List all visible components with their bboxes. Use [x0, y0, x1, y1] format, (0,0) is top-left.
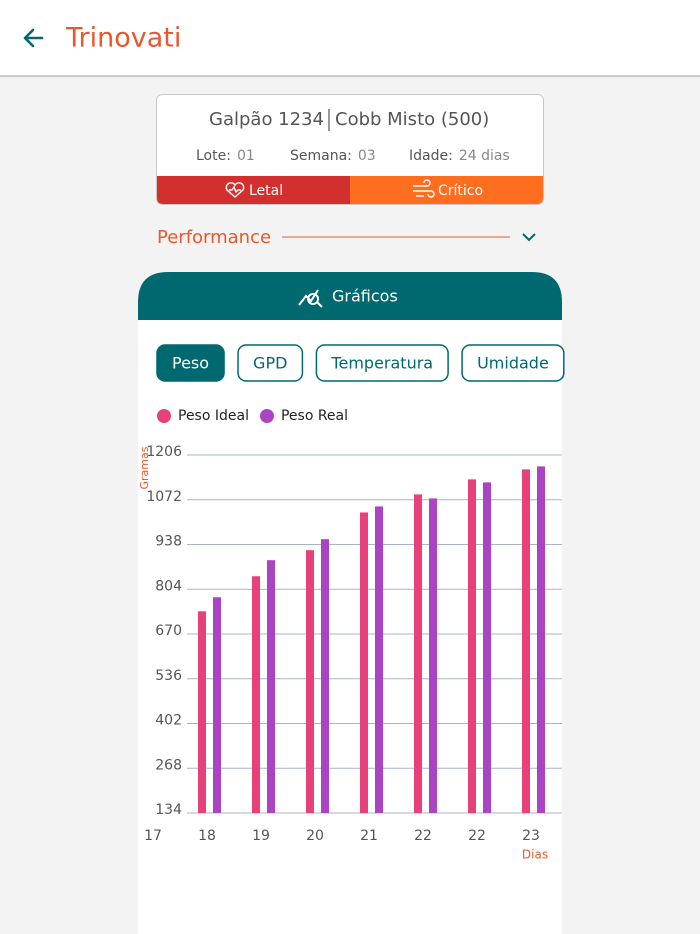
y-tick-label: 670 [155, 623, 182, 639]
heart-icon [225, 182, 245, 198]
status-critico [350, 176, 543, 204]
bar [321, 539, 329, 813]
app-title: Trinovati [65, 23, 181, 54]
bar [537, 466, 545, 813]
x-axis-label: Dias [522, 848, 548, 862]
modal-header [138, 272, 562, 320]
x-tick-label: 22 [468, 828, 486, 844]
bar [306, 550, 314, 813]
x-tick-label: 19 [252, 828, 270, 844]
back-button[interactable] [23, 28, 44, 48]
bar [360, 512, 368, 813]
x-tick-label: 21 [360, 828, 378, 844]
y-tick-label: 1072 [146, 489, 182, 505]
tab[interactable] [461, 344, 565, 382]
expand-toggle[interactable] [522, 233, 536, 242]
legend-marker [157, 409, 171, 423]
tab-label: Temperatura [330, 354, 433, 373]
y-axis-label: Gramas [138, 446, 151, 489]
bar [252, 576, 260, 813]
field-label: Lote: [196, 148, 231, 164]
wind-icon [413, 179, 435, 198]
bar [213, 597, 221, 813]
tab-label: GPD [253, 354, 287, 373]
chart-icon [298, 289, 323, 308]
legend-label: Peso Ideal [178, 408, 249, 424]
status-label: Letal [249, 183, 283, 199]
galpao: Galpão 1234 [209, 109, 324, 130]
status-letal [157, 176, 350, 204]
bar [483, 482, 491, 813]
y-tick-label: 804 [155, 578, 182, 594]
app-bar [0, 0, 700, 76]
x-tick-label: 23 [522, 828, 540, 844]
bar [468, 479, 476, 813]
modal-title: Gráficos [332, 287, 398, 306]
field-value: 24 dias [459, 148, 510, 164]
y-tick-label: 536 [155, 668, 182, 684]
legend-marker [259, 409, 274, 423]
tab-label: Peso [172, 354, 209, 373]
bar [429, 498, 437, 813]
field-value: 03 [358, 148, 376, 164]
tab-label: Umidade [477, 354, 549, 373]
section-title: Performance [157, 227, 271, 248]
tab[interactable] [315, 344, 449, 382]
chart: Peso Ideal Peso Real 134 268 402 536 670 804 938… [138, 408, 562, 862]
field-label: Idade: [409, 148, 453, 164]
x-tick-label: 20 [306, 828, 324, 844]
field-label: Semana: [290, 148, 352, 164]
bar [375, 506, 383, 813]
y-tick-label: 268 [155, 757, 182, 773]
tabs: Peso GPD Temperatura Umidade [156, 344, 565, 382]
y-tick-label: 134 [155, 802, 182, 818]
bar [267, 560, 275, 813]
bar [198, 611, 206, 813]
field-value: 01 [237, 148, 255, 164]
legend-label: Peso Real [281, 408, 348, 424]
x-tick-label: 18 [198, 828, 216, 844]
status-label: Crítico [438, 183, 483, 199]
card-fields: Lote: 01 Semana: 03 Idade: 24 dias [196, 148, 510, 164]
y-tick-label: 402 [155, 713, 182, 729]
x-tick-label: 17 [144, 828, 162, 844]
x-tick-label: 22 [414, 828, 432, 844]
y-tick-label: 1206 [146, 444, 182, 460]
tab[interactable] [156, 344, 225, 382]
y-tick-label: 938 [155, 534, 182, 550]
bar [414, 494, 422, 813]
tab[interactable] [237, 344, 304, 382]
linhagem: Cobb Misto (500) [335, 109, 489, 130]
bar [522, 469, 530, 813]
